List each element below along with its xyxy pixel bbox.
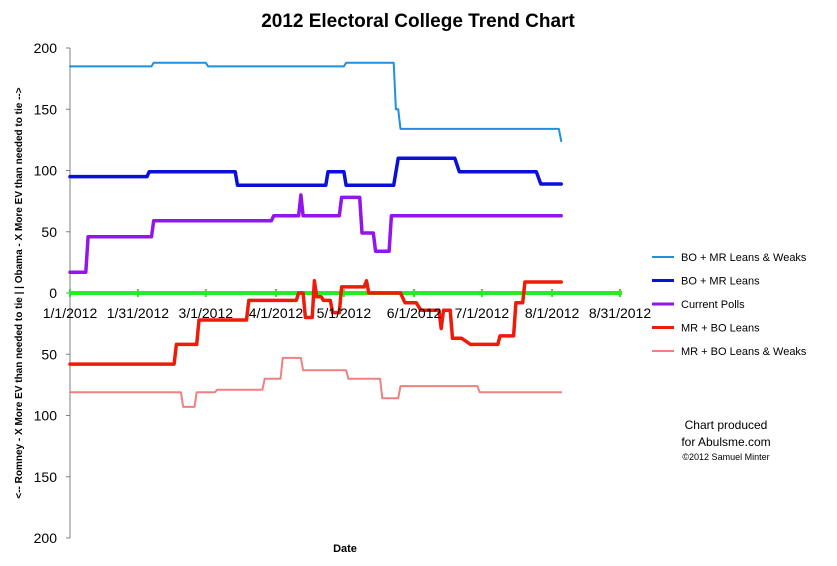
y-tick-label: 0 xyxy=(49,285,57,301)
series-lines xyxy=(68,61,563,408)
x-axis-ticks: 1/1/2012 1/31/2012 3/1/2012 4/1/2012 5/1/201… xyxy=(43,305,652,321)
legend-label: BO + MR Leans & Weaks xyxy=(681,252,807,264)
legend-label: MR + BO Leans xyxy=(681,323,760,335)
x-tick-label: 7/1/2012 xyxy=(455,305,510,321)
series-line-3 xyxy=(68,193,563,274)
credit-line-2: for Abulsme.com xyxy=(681,435,770,449)
y-tick-label: 150 xyxy=(34,469,58,485)
series-line-2 xyxy=(68,156,563,187)
x-tick-label: 3/1/2012 xyxy=(179,305,234,321)
y-tick-label: 50 xyxy=(41,346,57,362)
y-axis-label: <-- Romney - X More EV than needed to ti… xyxy=(14,87,25,498)
legend-label: Current Polls xyxy=(681,299,745,311)
zero-line-group xyxy=(69,289,622,297)
y-tick-label: 100 xyxy=(34,163,58,179)
x-tick-label: 6/1/2012 xyxy=(387,305,442,321)
credit-line-3: ©2012 Samuel Minter xyxy=(682,452,769,462)
x-axis-label: Date xyxy=(333,543,357,555)
chart-title: 2012 Electoral College Trend Chart xyxy=(261,11,575,32)
x-tick-label: 1/31/2012 xyxy=(107,305,169,321)
y-tick-label: 150 xyxy=(34,101,58,117)
x-tick-label: 5/1/2012 xyxy=(317,305,372,321)
series-line-4 xyxy=(68,279,563,366)
legend-label: BO + MR Leans xyxy=(681,276,760,288)
y-axis-ticks: 200 150 100 50 0 50 100 150 200 xyxy=(34,40,70,546)
credit-line-1: Chart produced xyxy=(685,418,768,432)
legend-label: MR + BO Leans & Weaks xyxy=(681,346,807,358)
x-tick-label: 8/1/2012 xyxy=(525,305,580,321)
y-tick-label: 100 xyxy=(34,408,58,424)
y-tick-label: 200 xyxy=(34,40,58,56)
x-tick-label: 4/1/2012 xyxy=(249,305,304,321)
x-tick-label: 1/1/2012 xyxy=(43,305,98,321)
credit-block: Chart produced for Abulsme.com ©2012 Sam… xyxy=(681,418,770,462)
y-tick-label: 200 xyxy=(34,530,58,546)
x-tick-label: 8/31/2012 xyxy=(589,305,651,321)
series-line-5 xyxy=(69,356,563,408)
series-line-1 xyxy=(69,61,563,143)
legend: BO + MR Leans & Weaks BO + MR Leans Curren… xyxy=(652,252,807,358)
y-tick-label: 50 xyxy=(41,224,57,240)
